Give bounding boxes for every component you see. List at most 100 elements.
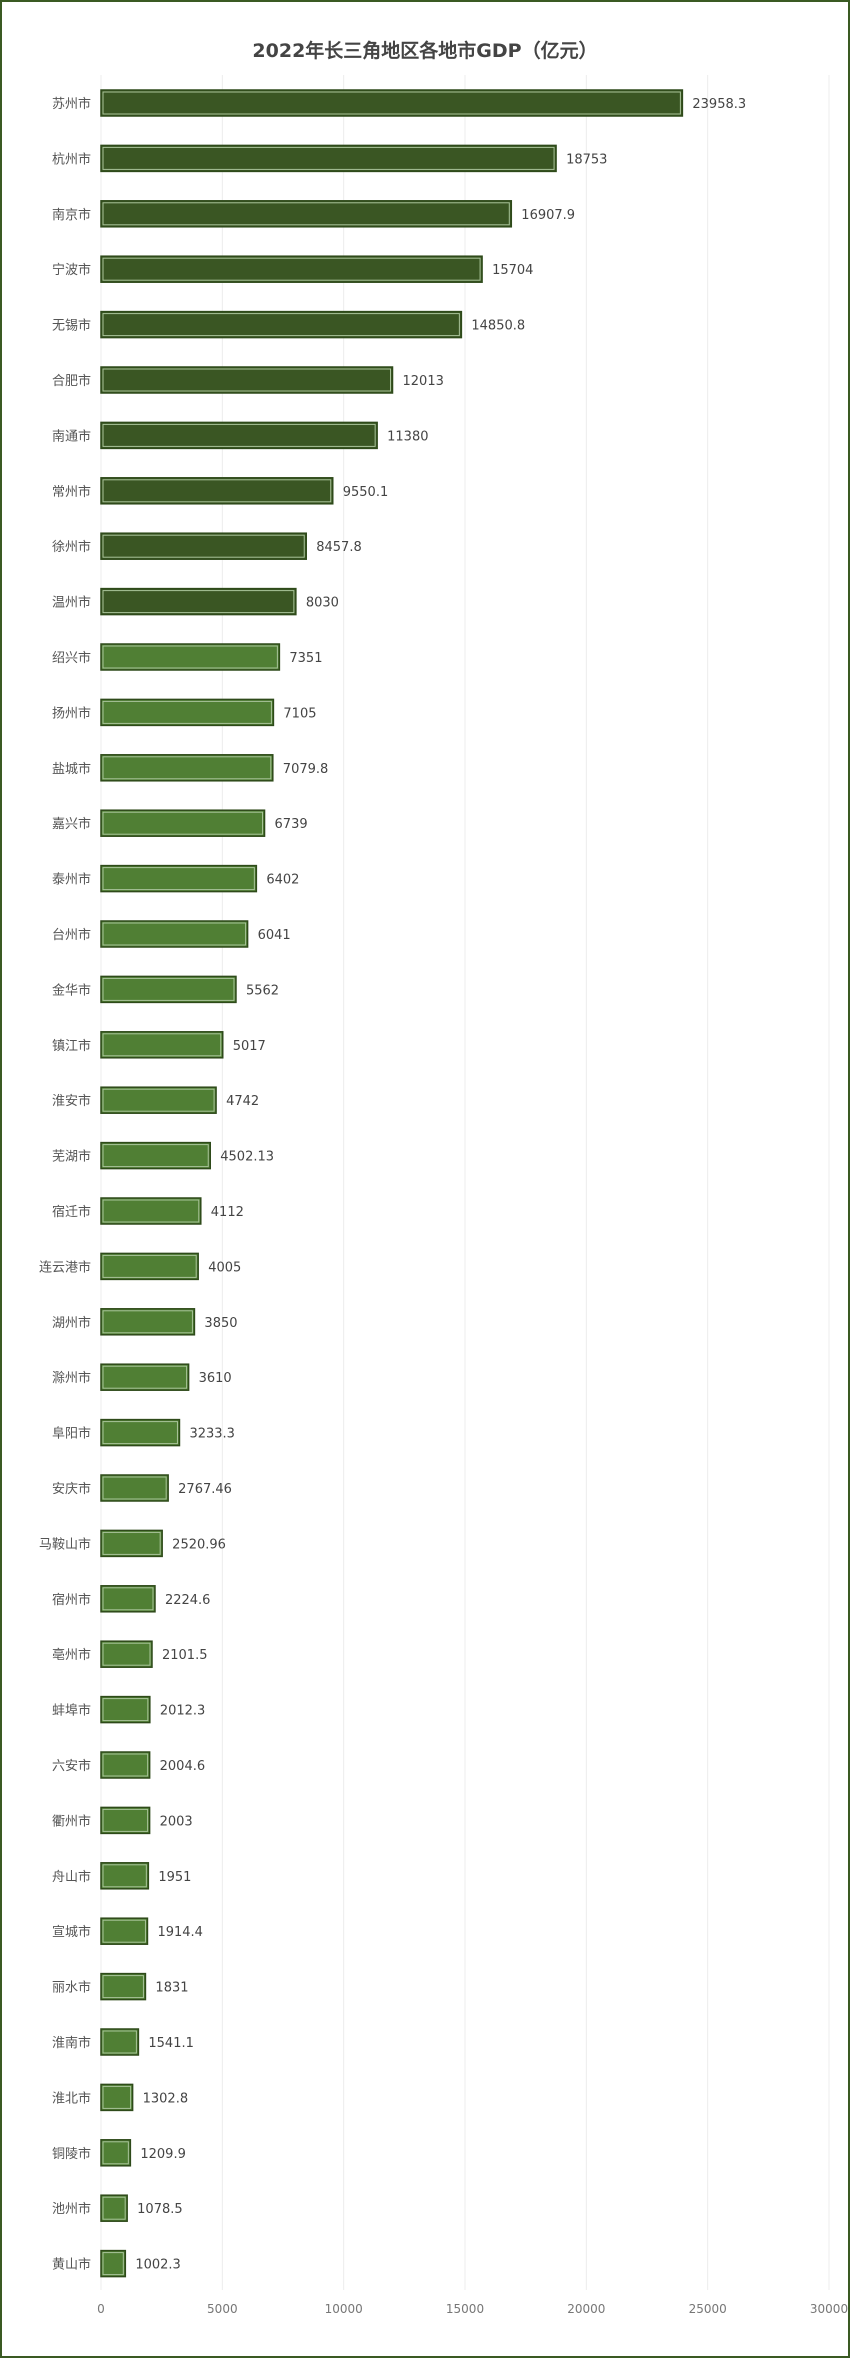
category-label: 温州市 <box>52 595 91 611</box>
category-label: 宣城市 <box>52 1924 91 1940</box>
category-label: 连云港市 <box>39 1259 91 1275</box>
bar <box>100 200 513 228</box>
category-label: 舟山市 <box>52 1869 91 1885</box>
data-label: 9550.1 <box>343 485 389 500</box>
bar <box>100 809 266 837</box>
category-label: 阜阳市 <box>52 1426 91 1442</box>
bar-highlight <box>102 1144 209 1168</box>
category-label: 扬州市 <box>52 705 91 721</box>
data-label: 16907.9 <box>521 208 575 223</box>
bar <box>100 1141 212 1170</box>
bar-highlight <box>102 2085 132 2109</box>
bar <box>100 1252 199 1281</box>
bar-highlight <box>102 1088 215 1112</box>
bar-highlight <box>102 1531 161 1555</box>
bar <box>100 1917 149 1945</box>
bar <box>100 2194 128 2222</box>
category-label: 蚌埠市 <box>52 1703 91 1719</box>
data-label: 5562 <box>246 983 279 998</box>
category-label: 宿州市 <box>52 1592 91 1608</box>
data-label: 18753 <box>566 152 607 167</box>
bar-highlight <box>102 2252 124 2276</box>
category-label: 池州市 <box>52 2201 91 2217</box>
bar <box>100 1086 217 1114</box>
data-label: 14850.8 <box>471 319 525 334</box>
data-label: 7105 <box>283 706 316 721</box>
category-label: 亳州市 <box>52 1647 91 1663</box>
data-label: 4742 <box>226 1094 259 1109</box>
bar-highlight <box>102 1975 144 1999</box>
bar-highlight <box>102 1476 167 1500</box>
data-label: 6402 <box>266 873 299 888</box>
data-label: 15704 <box>492 263 533 278</box>
category-label: 安庆市 <box>52 1481 91 1497</box>
bar-highlight <box>102 922 247 946</box>
data-label: 3233.3 <box>189 1427 235 1442</box>
bar-highlight <box>102 91 681 115</box>
bar-highlight <box>102 1587 154 1611</box>
bar <box>100 1197 202 1225</box>
category-label: 铜陵市 <box>52 2146 91 2162</box>
bar-highlight <box>102 2196 126 2220</box>
data-label: 6041 <box>258 928 291 943</box>
data-label: 3850 <box>204 1316 237 1331</box>
data-label: 12013 <box>403 374 444 389</box>
category-label: 滁州市 <box>52 1370 91 1386</box>
data-label: 2003 <box>160 1814 193 1829</box>
category-label: 泰州市 <box>52 872 91 888</box>
data-label: 1209.9 <box>140 2147 186 2162</box>
bar <box>100 1695 151 1724</box>
category-label: 宿迁市 <box>52 1204 91 1220</box>
bar <box>100 310 463 339</box>
bar <box>100 2249 127 2278</box>
bar-highlight <box>102 1808 149 1832</box>
bar-highlight <box>102 1199 200 1223</box>
bar-highlight <box>102 811 264 835</box>
bar-highlight <box>102 977 235 1001</box>
data-label: 1078.5 <box>137 2202 183 2217</box>
data-label: 6739 <box>275 817 308 832</box>
bar <box>100 1308 196 1336</box>
data-label: 7351 <box>289 651 322 666</box>
bar <box>100 1806 151 1835</box>
bar <box>100 421 378 450</box>
category-label: 金华市 <box>52 982 91 998</box>
data-label: 7079.8 <box>283 762 329 777</box>
chart-title: 2022年长三角地区各地市GDP（亿元） <box>252 40 598 62</box>
data-label: 11380 <box>387 429 428 444</box>
bar <box>100 920 249 948</box>
x-tick-label: 0 <box>97 2302 105 2316</box>
data-label: 2224.6 <box>165 1593 211 1608</box>
data-label: 2520.96 <box>172 1537 226 1552</box>
data-label: 8457.8 <box>316 540 362 555</box>
bar <box>100 1363 190 1391</box>
category-label: 杭州市 <box>52 151 91 167</box>
bar <box>100 1418 181 1447</box>
bar-highlight <box>102 590 295 614</box>
bar <box>100 255 483 283</box>
data-label: 3610 <box>199 1371 232 1386</box>
category-label: 马鞍山市 <box>39 1536 91 1552</box>
category-label: 绍兴市 <box>52 650 91 666</box>
bar <box>100 89 684 117</box>
bar-highlight <box>102 645 278 669</box>
data-label: 2767.46 <box>178 1482 232 1497</box>
bar-highlight <box>102 479 332 503</box>
bar <box>100 2028 140 2056</box>
data-label: 2012.3 <box>160 1704 206 1719</box>
bar <box>100 1640 153 1668</box>
category-label: 台州市 <box>52 927 91 943</box>
category-label: 宁波市 <box>52 262 91 278</box>
category-label: 南京市 <box>52 207 91 223</box>
data-label: 1831 <box>155 1981 188 1996</box>
bar <box>100 1972 147 2001</box>
bar-highlight <box>102 867 255 891</box>
bar-highlight <box>102 756 272 780</box>
bar-highlight <box>102 257 481 281</box>
category-label: 黄山市 <box>52 2257 91 2273</box>
bar-highlight <box>102 1642 151 1666</box>
category-label: 淮南市 <box>52 2035 91 2051</box>
data-label: 4112 <box>211 1205 244 1220</box>
